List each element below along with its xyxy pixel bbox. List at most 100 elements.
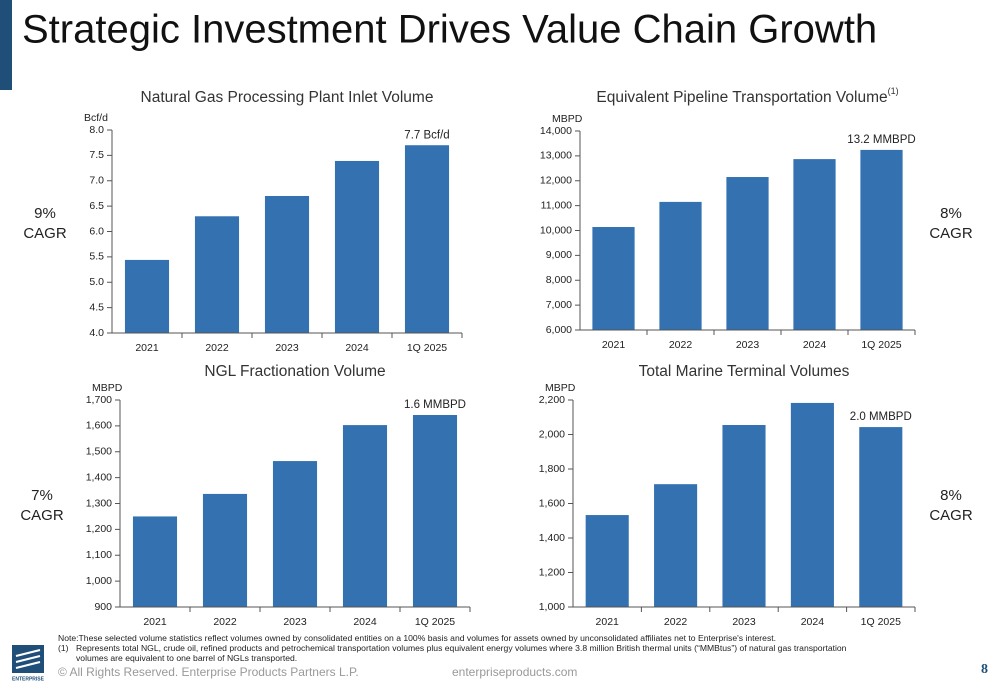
x-tick-label: 2024 xyxy=(803,339,827,351)
x-tick-label: 2022 xyxy=(213,616,237,628)
y-tick-label: 12,000 xyxy=(540,175,572,187)
bar xyxy=(592,227,635,330)
logo-text: ENTERPRISE xyxy=(12,676,45,682)
y-tick-label: 1,100 xyxy=(86,549,112,561)
cagr: 7% xyxy=(31,487,53,504)
bar xyxy=(202,493,248,607)
x-tick-label: 2023 xyxy=(736,339,760,351)
x-tick-label: 1Q 2025 xyxy=(861,616,901,628)
y-tick-label: 2,000 xyxy=(539,428,565,440)
y-axis-unit: Bcf/d xyxy=(84,112,108,124)
chart-title-text: Total Marine Terminal Volumes xyxy=(639,363,850,380)
y-tick-label: 6.5 xyxy=(89,200,104,212)
y-axis-unit: MBPD xyxy=(552,113,583,125)
y-tick-label: 4.0 xyxy=(89,327,104,339)
y-tick-label: 1,000 xyxy=(86,575,112,587)
bar xyxy=(412,415,458,607)
annotation: 7.7 Bcf/d xyxy=(404,129,449,141)
chart-title: Total Marine Terminal Volumes xyxy=(639,363,850,380)
y-tick-label: 7,000 xyxy=(546,299,572,311)
x-tick-label: 2021 xyxy=(143,616,167,628)
y-tick-label: 7.5 xyxy=(89,149,104,161)
bar xyxy=(404,145,450,333)
cagr: CAGR xyxy=(20,507,64,524)
bar xyxy=(334,160,380,333)
y-tick-label: 900 xyxy=(94,601,112,613)
y-tick-label: 1,200 xyxy=(539,566,565,578)
bar xyxy=(726,177,769,330)
bar xyxy=(859,427,903,607)
accent-bar xyxy=(0,0,12,90)
cagr: CAGR xyxy=(23,225,67,242)
bar xyxy=(793,159,836,330)
y-tick-label: 6.0 xyxy=(89,225,104,237)
copyright: © All Rights Reserved. Enterprise Produc… xyxy=(58,665,359,679)
bar xyxy=(860,149,903,330)
bar xyxy=(132,516,178,607)
note: volumes are equivalent to one barrel of … xyxy=(76,653,297,663)
x-tick-label: 2024 xyxy=(801,616,825,628)
y-tick-label: 1,300 xyxy=(86,497,112,509)
chart-title: NGL Fractionation Volume xyxy=(204,363,385,380)
x-tick-label: 1Q 2025 xyxy=(415,616,455,628)
y-tick-label: 9,000 xyxy=(546,249,572,261)
y-tick-label: 1,800 xyxy=(539,463,565,475)
bar xyxy=(342,425,388,607)
y-tick-label: 1,400 xyxy=(86,471,112,483)
x-tick-label: 2022 xyxy=(664,616,688,628)
note-marker: (1) xyxy=(58,643,69,653)
note: Note:These selected volume statistics re… xyxy=(58,633,776,643)
x-tick-label: 2023 xyxy=(275,342,299,354)
website: enterpriseproducts.com xyxy=(452,665,577,679)
y-tick-label: 1,000 xyxy=(539,601,565,613)
y-tick-label: 1,200 xyxy=(86,523,112,535)
y-tick-label: 8,000 xyxy=(546,274,572,286)
x-tick-label: 2024 xyxy=(353,616,377,628)
y-tick-label: 8.0 xyxy=(89,124,104,136)
y-tick-label: 1,500 xyxy=(86,446,112,458)
y-tick-label: 1,600 xyxy=(539,497,565,509)
cagr: CAGR xyxy=(929,225,973,242)
cagr: 9% xyxy=(34,205,56,222)
x-tick-label: 1Q 2025 xyxy=(407,342,447,354)
y-tick-label: 14,000 xyxy=(540,125,572,137)
y-tick-label: 6,000 xyxy=(546,324,572,336)
y-tick-label: 10,000 xyxy=(540,224,572,236)
cagr: CAGR xyxy=(929,507,973,524)
x-tick-label: 2021 xyxy=(596,616,620,628)
chart-title: Equivalent Pipeline Transportation Volum… xyxy=(596,86,898,106)
chart-title-text: NGL Fractionation Volume xyxy=(204,363,385,380)
x-tick-label: 2021 xyxy=(602,339,626,351)
bar xyxy=(790,402,834,607)
y-axis-unit: MBPD xyxy=(545,382,576,394)
slide-title: Strategic Investment Drives Value Chain … xyxy=(22,8,877,52)
annotation: 2.0 MMBPD xyxy=(850,411,912,423)
x-tick-label: 1Q 2025 xyxy=(861,339,901,351)
bar xyxy=(272,461,318,607)
x-tick-label: 2023 xyxy=(283,616,307,628)
bar xyxy=(124,259,170,333)
bar xyxy=(585,515,629,607)
title-note: (1) xyxy=(888,86,899,96)
bar xyxy=(654,484,698,607)
x-tick-label: 2023 xyxy=(732,616,756,628)
bar xyxy=(722,425,766,607)
y-tick-label: 1,600 xyxy=(86,420,112,432)
x-tick-label: 2022 xyxy=(669,339,693,351)
logo-lines xyxy=(15,649,41,669)
logo: ENTERPRISE xyxy=(12,645,45,682)
bar xyxy=(264,195,310,333)
y-tick-label: 4.5 xyxy=(89,301,104,313)
y-axis-unit: MBPD xyxy=(92,382,123,394)
chart-title-text: Natural Gas Processing Plant Inlet Volum… xyxy=(141,89,434,106)
x-tick-label: 2022 xyxy=(205,342,229,354)
y-tick-label: 2,200 xyxy=(539,394,565,406)
y-tick-label: 5.5 xyxy=(89,251,104,263)
y-tick-label: 13,000 xyxy=(540,150,572,162)
bar xyxy=(659,201,702,330)
y-tick-label: 1,700 xyxy=(86,394,112,406)
cagr: 8% xyxy=(940,487,962,504)
annotation: 13.2 MMBPD xyxy=(847,134,915,146)
y-tick-label: 5.0 xyxy=(89,276,104,288)
